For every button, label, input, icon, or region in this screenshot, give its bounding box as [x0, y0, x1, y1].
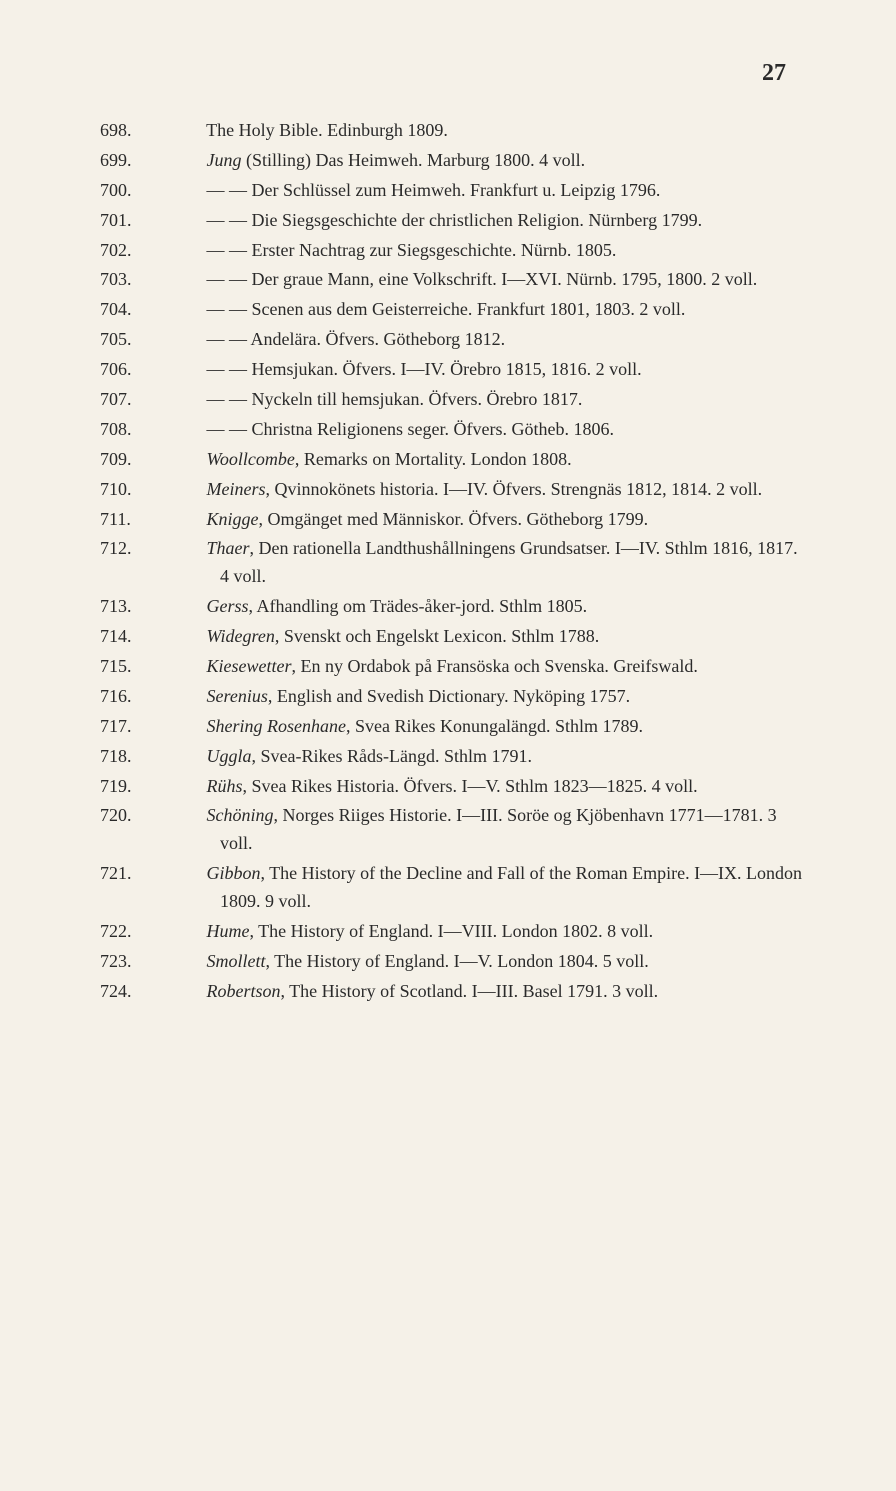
entry-number: 705. [160, 326, 202, 354]
entry-number: 709. [160, 446, 202, 474]
entry-number: 699. [160, 147, 202, 175]
entry-text: — — Der Schlüssel zum Heimweh. Frankfurt… [202, 180, 660, 200]
entry-text: Gerss, Afhandling om Trädes-åker-jord. S… [202, 596, 587, 616]
entry-number: 704. [160, 296, 202, 324]
entry-text: The Holy Bible. Edinburgh 1809. [202, 120, 448, 140]
bibliography-entry: 722. Hume, The History of England. I—VII… [100, 918, 806, 946]
entry-number: 717. [160, 713, 202, 741]
entry-text: Robertson, The History of Scotland. I—II… [202, 981, 658, 1001]
bibliography-entry: 715. Kiesewetter, En ny Ordabok på Frans… [100, 653, 806, 681]
entry-number: 712. [160, 535, 202, 563]
bibliography-entry: 716. Serenius, English and Svedish Dicti… [100, 683, 806, 711]
entry-text: — — Scenen aus dem Geisterreiche. Frankf… [202, 299, 685, 319]
bibliography-entry: 702. — — Erster Nachtrag zur Siegsgeschi… [100, 237, 806, 265]
entry-text: Knigge, Omgänget med Människor. Öfvers. … [202, 509, 648, 529]
entry-text: — — Christna Religionens seger. Öfvers. … [202, 419, 614, 439]
entry-text: Gibbon, The History of the Decline and F… [202, 863, 802, 911]
entry-text: Hume, The History of England. I—VIII. Lo… [202, 921, 653, 941]
entry-text: Schöning, Norges Riiges Historie. I—III.… [202, 805, 777, 853]
entry-text: Smollett, The History of England. I—V. L… [202, 951, 649, 971]
entry-text: — — Erster Nachtrag zur Siegsgeschichte.… [202, 240, 616, 260]
entry-number: 721. [160, 860, 202, 888]
entry-number: 715. [160, 653, 202, 681]
bibliography-entry: 721. Gibbon, The History of the Decline … [100, 860, 806, 916]
entry-text: Serenius, English and Svedish Dictionary… [202, 686, 630, 706]
entry-text: Widegren, Svenskt och Engelskt Lexicon. … [202, 626, 599, 646]
bibliography-entry: 710. Meiners, Qvinnokönets historia. I—I… [100, 476, 806, 504]
entry-text: Uggla, Svea-Rikes Råds-Längd. Sthlm 1791… [202, 746, 532, 766]
entry-text: — — Der graue Mann, eine Volkschrift. I—… [202, 269, 757, 289]
bibliography-entry: 711. Knigge, Omgänget med Människor. Öfv… [100, 506, 806, 534]
entry-number: 719. [160, 773, 202, 801]
entry-number: 723. [160, 948, 202, 976]
entry-text: Jung (Stilling) Das Heimweh. Marburg 180… [202, 150, 585, 170]
entry-text: — — Die Siegsgeschichte der christlichen… [202, 210, 702, 230]
bibliography-entry: 719. Rühs, Svea Rikes Historia. Öfvers. … [100, 773, 806, 801]
bibliography-entry: 713. Gerss, Afhandling om Trädes-åker-jo… [100, 593, 806, 621]
entry-text: Rühs, Svea Rikes Historia. Öfvers. I—V. … [202, 776, 698, 796]
entry-number: 714. [160, 623, 202, 651]
bibliography-entry: 703. — — Der graue Mann, eine Volkschrif… [100, 266, 806, 294]
entry-number: 708. [160, 416, 202, 444]
entry-number: 722. [160, 918, 202, 946]
bibliography-entry: 718. Uggla, Svea-Rikes Råds-Längd. Sthlm… [100, 743, 806, 771]
entry-number: 718. [160, 743, 202, 771]
bibliography-entry: 709. Woollcombe, Remarks on Mortality. L… [100, 446, 806, 474]
entry-number: 701. [160, 207, 202, 235]
entry-number: 707. [160, 386, 202, 414]
page-container: 27 698. The Holy Bible. Edinburgh 1809.6… [0, 0, 896, 1068]
entry-number: 702. [160, 237, 202, 265]
entry-number: 698. [160, 117, 202, 145]
bibliography-entry: 700. — — Der Schlüssel zum Heimweh. Fran… [100, 177, 806, 205]
bibliography-entry: 723. Smollett, The History of England. I… [100, 948, 806, 976]
page-number: 27 [100, 60, 806, 87]
bibliography-entry: 704. — — Scenen aus dem Geisterreiche. F… [100, 296, 806, 324]
entry-text: — — Hemsjukan. Öfvers. I—IV. Örebro 1815… [202, 359, 642, 379]
entry-text: — — Nyckeln till hemsjukan. Öfvers. Öreb… [202, 389, 582, 409]
entry-number: 710. [160, 476, 202, 504]
bibliography-entry: 706. — — Hemsjukan. Öfvers. I—IV. Örebro… [100, 356, 806, 384]
entry-number: 720. [160, 802, 202, 830]
entries-list: 698. The Holy Bible. Edinburgh 1809.699.… [100, 117, 806, 1006]
bibliography-entry: 699. Jung (Stilling) Das Heimweh. Marbur… [100, 147, 806, 175]
bibliography-entry: 707. — — Nyckeln till hemsjukan. Öfvers.… [100, 386, 806, 414]
bibliography-entry: 720. Schöning, Norges Riiges Historie. I… [100, 802, 806, 858]
entry-text: — — Andelära. Öfvers. Götheborg 1812. [202, 329, 505, 349]
bibliography-entry: 714. Widegren, Svenskt och Engelskt Lexi… [100, 623, 806, 651]
entry-text: Meiners, Qvinnokönets historia. I—IV. Öf… [202, 479, 762, 499]
entry-text: Thaer, Den rationella Landthushållningen… [202, 538, 798, 586]
bibliography-entry: 698. The Holy Bible. Edinburgh 1809. [100, 117, 806, 145]
bibliography-entry: 708. — — Christna Religionens seger. Öfv… [100, 416, 806, 444]
bibliography-entry: 705. — — Andelära. Öfvers. Götheborg 181… [100, 326, 806, 354]
entry-number: 706. [160, 356, 202, 384]
entry-number: 713. [160, 593, 202, 621]
entry-text: Woollcombe, Remarks on Mortality. London… [202, 449, 572, 469]
entry-number: 716. [160, 683, 202, 711]
entry-text: Kiesewetter, En ny Ordabok på Fransöska … [202, 656, 698, 676]
entry-number: 703. [160, 266, 202, 294]
bibliography-entry: 701. — — Die Siegsgeschichte der christl… [100, 207, 806, 235]
bibliography-entry: 717. Shering Rosenhane, Svea Rikes Konun… [100, 713, 806, 741]
entry-number: 711. [160, 506, 202, 534]
bibliography-entry: 724. Robertson, The History of Scotland.… [100, 978, 806, 1006]
entry-text: Shering Rosenhane, Svea Rikes Konungalän… [202, 716, 643, 736]
entry-number: 700. [160, 177, 202, 205]
bibliography-entry: 712. Thaer, Den rationella Landthushålln… [100, 535, 806, 591]
entry-number: 724. [160, 978, 202, 1006]
